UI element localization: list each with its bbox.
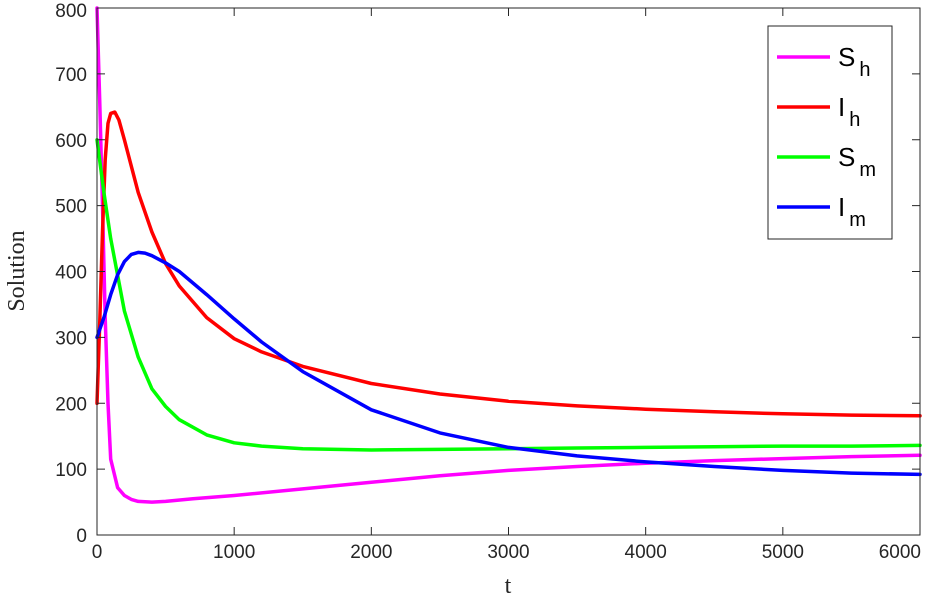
x-tick-label: 5000 xyxy=(762,542,804,563)
legend-box xyxy=(767,25,893,240)
legend-label-main: S xyxy=(838,42,855,72)
legend-label-sub: h xyxy=(849,109,860,131)
legend-label-sub: m xyxy=(849,209,866,231)
x-tick-label: 2000 xyxy=(350,542,392,563)
y-tick-label: 100 xyxy=(55,460,87,481)
y-tick-label: 300 xyxy=(55,328,87,349)
legend-label-main: I xyxy=(838,92,845,122)
legend-label-sub: m xyxy=(859,159,876,181)
x-axis-title: t xyxy=(505,573,512,598)
x-tick-label: 3000 xyxy=(487,542,529,563)
series-line-s-m xyxy=(95,138,922,452)
y-tick-label: 500 xyxy=(55,197,87,218)
y-axis-title: Solution xyxy=(4,230,30,311)
legend-label-main: S xyxy=(838,142,855,172)
y-tick-label: 400 xyxy=(55,263,87,284)
series-line-i-m xyxy=(95,250,922,477)
x-tick-label: 6000 xyxy=(879,542,921,563)
legend-label-main: I xyxy=(838,192,845,222)
x-tick-label: 1000 xyxy=(213,542,255,563)
x-tick-label: 0 xyxy=(92,542,103,563)
series-layer xyxy=(95,6,922,504)
x-tick-label: 4000 xyxy=(625,542,667,563)
y-tick-label: 600 xyxy=(55,131,87,152)
y-tick-label: 200 xyxy=(55,394,87,415)
y-tick-label: 0 xyxy=(76,526,87,547)
legend-label-sub: h xyxy=(859,59,870,81)
y-tick-label: 700 xyxy=(55,65,87,86)
ticks-layer: 0 1000 2000 3000 4000 5000 6000 0 100 200 300 400 50… xyxy=(55,1,921,563)
y-tick-label: 800 xyxy=(55,1,87,22)
series-line-i-h xyxy=(95,110,922,418)
